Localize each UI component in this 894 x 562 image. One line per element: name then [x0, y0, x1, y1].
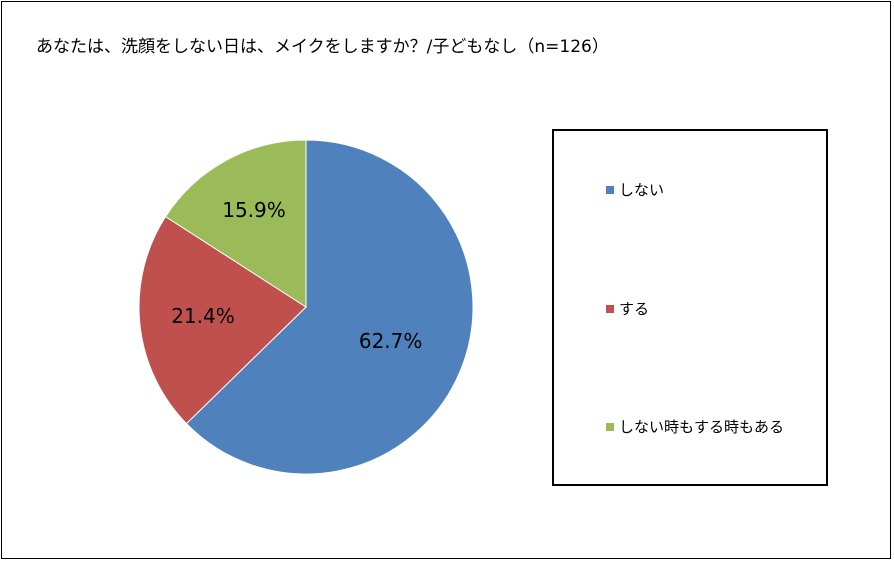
data-label-shinai: 62.7% [359, 329, 423, 353]
data-label-suru: 21.4% [171, 304, 235, 328]
pie-slice-both [164, 139, 307, 308]
legend-label-both: しない時もする時もある [619, 418, 785, 436]
legend-swatch-suru [606, 304, 614, 313]
legend-swatch-both [606, 422, 614, 431]
legend-label-shinai: しない [619, 181, 665, 199]
legend-item-shinai: しない [606, 179, 664, 200]
legend: しない する しない時もする時もある [552, 129, 828, 486]
legend-label-suru: する [619, 300, 650, 318]
legend-swatch-shinai [606, 185, 614, 194]
pie-slice-shinai [185, 139, 474, 475]
chart-title: あなたは、洗顔をしない日は、メイクをしますか？/子どもなし（n=126） [36, 37, 609, 57]
data-label-both: 15.9% [222, 198, 286, 222]
pie-slice-suru [138, 215, 307, 425]
legend-item-both: しない時もする時もある [606, 416, 784, 437]
legend-item-suru: する [606, 298, 649, 319]
